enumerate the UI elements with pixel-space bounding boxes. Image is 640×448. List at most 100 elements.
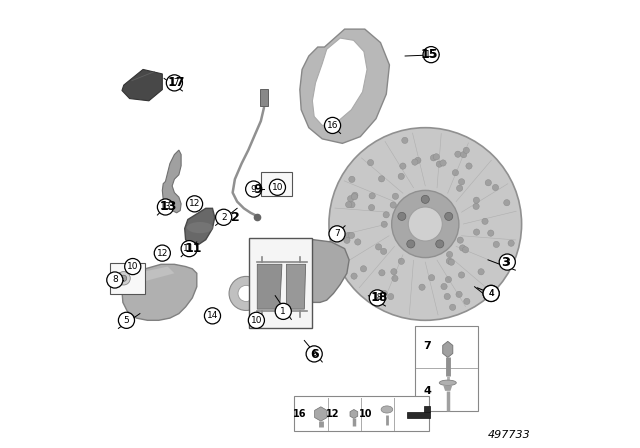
Text: 14: 14 bbox=[207, 311, 218, 320]
Circle shape bbox=[452, 169, 458, 176]
Circle shape bbox=[360, 266, 367, 272]
Circle shape bbox=[269, 179, 285, 195]
Circle shape bbox=[120, 275, 127, 281]
Circle shape bbox=[430, 155, 436, 161]
Text: 4: 4 bbox=[488, 289, 494, 298]
Text: 6: 6 bbox=[311, 349, 317, 358]
Circle shape bbox=[344, 237, 350, 243]
Circle shape bbox=[379, 270, 385, 276]
Circle shape bbox=[398, 212, 406, 220]
Circle shape bbox=[464, 298, 470, 305]
Circle shape bbox=[154, 245, 170, 261]
Text: 9: 9 bbox=[251, 185, 257, 194]
Circle shape bbox=[483, 285, 499, 302]
Circle shape bbox=[229, 276, 263, 310]
Circle shape bbox=[493, 241, 499, 248]
Circle shape bbox=[125, 258, 141, 275]
Circle shape bbox=[369, 193, 375, 199]
Circle shape bbox=[355, 239, 361, 245]
Polygon shape bbox=[122, 264, 196, 320]
Circle shape bbox=[306, 346, 323, 362]
Circle shape bbox=[352, 192, 358, 198]
Circle shape bbox=[246, 181, 262, 197]
Circle shape bbox=[483, 285, 499, 302]
Circle shape bbox=[473, 197, 479, 203]
Polygon shape bbox=[163, 150, 181, 213]
Polygon shape bbox=[406, 412, 430, 418]
Circle shape bbox=[392, 193, 399, 199]
Text: 10: 10 bbox=[272, 183, 283, 192]
Text: 11: 11 bbox=[185, 242, 202, 255]
Polygon shape bbox=[122, 69, 163, 101]
Circle shape bbox=[275, 303, 291, 319]
Text: 17: 17 bbox=[168, 76, 186, 90]
Circle shape bbox=[423, 47, 439, 63]
Circle shape bbox=[449, 304, 456, 310]
Circle shape bbox=[348, 232, 355, 238]
Circle shape bbox=[455, 151, 461, 157]
Circle shape bbox=[463, 147, 470, 154]
Circle shape bbox=[478, 269, 484, 275]
Circle shape bbox=[504, 199, 510, 206]
Text: 18: 18 bbox=[372, 293, 383, 302]
Circle shape bbox=[433, 154, 440, 160]
Text: 10: 10 bbox=[251, 316, 262, 325]
Text: 13: 13 bbox=[160, 200, 177, 214]
Circle shape bbox=[436, 240, 444, 248]
Text: 4: 4 bbox=[423, 386, 431, 396]
Ellipse shape bbox=[187, 222, 213, 233]
Circle shape bbox=[446, 258, 452, 264]
Text: 8: 8 bbox=[112, 276, 118, 284]
Polygon shape bbox=[424, 406, 430, 412]
FancyBboxPatch shape bbox=[110, 263, 145, 294]
Circle shape bbox=[166, 75, 182, 91]
Polygon shape bbox=[282, 240, 349, 302]
Polygon shape bbox=[287, 264, 306, 309]
Circle shape bbox=[376, 244, 381, 250]
Circle shape bbox=[216, 209, 232, 225]
Circle shape bbox=[460, 245, 466, 251]
Text: 2: 2 bbox=[230, 211, 239, 224]
Circle shape bbox=[499, 254, 515, 270]
Circle shape bbox=[474, 229, 480, 235]
Text: 5: 5 bbox=[124, 316, 129, 325]
Circle shape bbox=[458, 179, 465, 185]
Circle shape bbox=[447, 251, 452, 258]
Circle shape bbox=[157, 199, 173, 215]
Circle shape bbox=[421, 195, 429, 203]
Circle shape bbox=[324, 117, 340, 134]
Polygon shape bbox=[300, 29, 389, 143]
Text: 12: 12 bbox=[157, 249, 168, 258]
Circle shape bbox=[473, 203, 479, 210]
Circle shape bbox=[445, 212, 452, 220]
Circle shape bbox=[388, 293, 394, 300]
Circle shape bbox=[488, 230, 494, 236]
Circle shape bbox=[381, 290, 387, 297]
Polygon shape bbox=[315, 407, 327, 421]
Circle shape bbox=[457, 237, 463, 243]
Circle shape bbox=[118, 312, 134, 328]
Circle shape bbox=[508, 240, 515, 246]
Circle shape bbox=[428, 275, 435, 281]
Circle shape bbox=[419, 284, 425, 290]
Circle shape bbox=[329, 128, 522, 320]
Circle shape bbox=[482, 218, 488, 224]
Circle shape bbox=[445, 276, 452, 283]
Circle shape bbox=[390, 202, 396, 208]
Text: 7: 7 bbox=[334, 229, 340, 238]
Text: 16: 16 bbox=[292, 409, 306, 419]
Circle shape bbox=[378, 176, 385, 182]
Circle shape bbox=[456, 185, 463, 191]
Polygon shape bbox=[257, 264, 282, 309]
Circle shape bbox=[346, 202, 352, 208]
Text: 9: 9 bbox=[253, 182, 262, 196]
Text: 4: 4 bbox=[488, 289, 494, 298]
Text: 3: 3 bbox=[504, 258, 510, 267]
Polygon shape bbox=[185, 208, 214, 244]
Circle shape bbox=[462, 247, 468, 253]
FancyBboxPatch shape bbox=[415, 326, 478, 411]
Circle shape bbox=[436, 161, 442, 167]
Circle shape bbox=[248, 312, 264, 328]
Polygon shape bbox=[312, 38, 367, 125]
Circle shape bbox=[351, 194, 358, 200]
